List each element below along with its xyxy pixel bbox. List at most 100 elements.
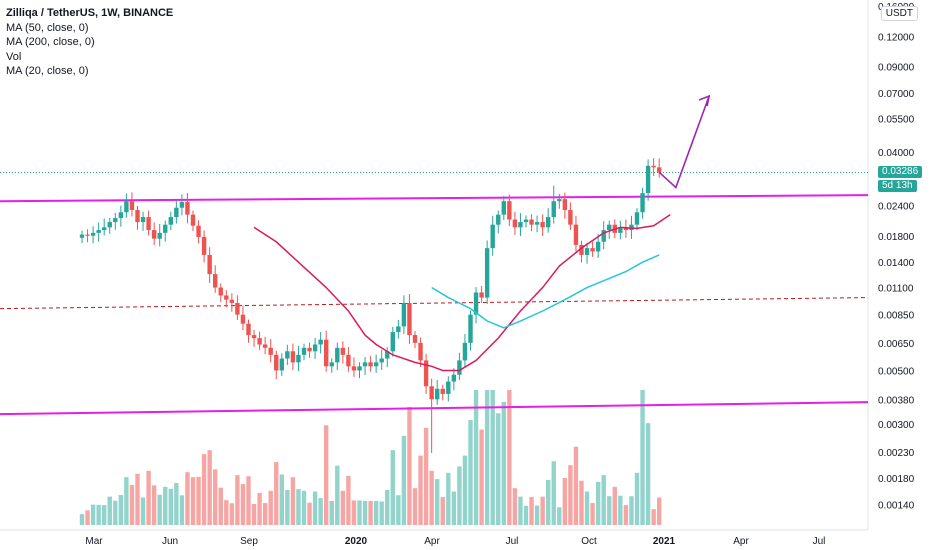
volume-bar bbox=[224, 500, 229, 525]
candle-body bbox=[318, 339, 323, 345]
volume-bar bbox=[540, 496, 545, 525]
volume-bar bbox=[129, 484, 135, 525]
candle-body bbox=[307, 347, 312, 352]
legend-ma20[interactable]: MA (20, close, 0) bbox=[6, 65, 89, 77]
x-tick-label: Apr bbox=[733, 536, 749, 547]
y-tick-label: 0.00300 bbox=[878, 420, 915, 431]
y-tick-label: 0.01400 bbox=[878, 258, 915, 269]
volume-bar bbox=[551, 461, 556, 525]
y-tick-label: 0.00230 bbox=[878, 448, 915, 459]
candle-body bbox=[102, 227, 107, 231]
volume-bar bbox=[201, 454, 207, 525]
forecast-arrow-head bbox=[698, 94, 711, 107]
x-tick-label: Oct bbox=[581, 536, 597, 547]
candle-body bbox=[196, 225, 201, 237]
volume-bar bbox=[590, 503, 595, 525]
candle-body bbox=[257, 338, 262, 345]
candle-body bbox=[246, 323, 251, 336]
volume-bar bbox=[96, 504, 101, 525]
volume-bar bbox=[640, 390, 645, 525]
volume-bar bbox=[562, 477, 568, 525]
candle-body bbox=[274, 354, 279, 371]
candle-body bbox=[484, 248, 490, 298]
candle-body bbox=[595, 241, 601, 252]
candle-body bbox=[579, 244, 584, 255]
candle-body bbox=[346, 354, 351, 367]
x-tick-label: Sep bbox=[240, 536, 258, 547]
candle-body bbox=[351, 366, 357, 371]
currency-unit-button[interactable]: USDT bbox=[880, 6, 918, 21]
y-tick-label: 0.01100 bbox=[878, 284, 914, 295]
y-tick-label: 0.00850 bbox=[878, 311, 915, 322]
candle-body bbox=[590, 248, 595, 252]
volume-bar bbox=[268, 490, 273, 525]
candle-body bbox=[462, 342, 468, 361]
candle-body bbox=[390, 332, 395, 352]
candle-body bbox=[207, 254, 212, 275]
volume-bar bbox=[446, 472, 451, 525]
x-tick-label: Jun bbox=[162, 536, 178, 547]
candle-body bbox=[657, 167, 662, 173]
candle-body bbox=[651, 165, 656, 168]
volume-bar bbox=[462, 455, 468, 525]
volume-bar bbox=[435, 479, 440, 525]
candle-body bbox=[512, 219, 518, 228]
candle-body bbox=[174, 207, 179, 218]
volume-bar bbox=[440, 497, 445, 525]
candle-body bbox=[124, 201, 129, 213]
x-tick-label: Jul bbox=[813, 536, 826, 547]
volume-bar bbox=[340, 490, 346, 525]
candle-body bbox=[534, 222, 540, 225]
forecast-arrow-line bbox=[658, 95, 710, 189]
volume-bar bbox=[373, 500, 379, 525]
candle-body bbox=[479, 292, 484, 298]
candle-body bbox=[385, 351, 390, 359]
volume-bar bbox=[113, 500, 118, 525]
volume-bar bbox=[523, 505, 529, 525]
candle-body bbox=[218, 287, 223, 296]
candle-body bbox=[301, 347, 307, 355]
candle-body bbox=[340, 347, 346, 355]
volume-bar bbox=[318, 498, 323, 525]
y-tick-label: 0.00140 bbox=[878, 500, 915, 511]
candle-body bbox=[329, 362, 334, 367]
volume-bar bbox=[207, 450, 212, 525]
candle-body bbox=[213, 274, 218, 288]
candle-body bbox=[546, 217, 551, 228]
volume-bar bbox=[457, 466, 462, 525]
y-tick-label: 0.02400 bbox=[878, 201, 915, 212]
candle-body bbox=[262, 344, 268, 348]
volume-bar bbox=[285, 489, 290, 525]
volume-bar bbox=[262, 503, 268, 525]
volume-bar bbox=[351, 500, 357, 525]
candle-body bbox=[146, 217, 151, 231]
candle-body bbox=[90, 232, 96, 236]
volume-bar bbox=[246, 476, 251, 525]
candle-body bbox=[446, 381, 451, 394]
candle-body bbox=[623, 227, 629, 231]
candle-body bbox=[79, 234, 85, 238]
volume-bar bbox=[335, 465, 340, 525]
candle-body bbox=[107, 222, 112, 228]
candle-body bbox=[429, 386, 434, 400]
candle-body bbox=[151, 230, 157, 239]
candle-body bbox=[496, 214, 501, 225]
legend-vol[interactable]: Vol bbox=[6, 50, 22, 63]
volume-bar bbox=[584, 491, 590, 525]
candle-body bbox=[473, 292, 479, 315]
volume-bar bbox=[429, 470, 434, 525]
y-tick-label: 0.00650 bbox=[878, 339, 915, 350]
volume-bar bbox=[240, 484, 246, 525]
candle-body bbox=[140, 217, 146, 223]
candle-body bbox=[113, 218, 118, 223]
legend-ma50[interactable]: MA (50, close, 0) bbox=[6, 21, 89, 34]
x-tick-label: 2021 bbox=[653, 536, 676, 547]
volume-bar bbox=[168, 488, 173, 525]
legend-ma200[interactable]: MA (200, close, 0) bbox=[6, 36, 95, 48]
volume-bar bbox=[368, 500, 373, 525]
candle-body bbox=[457, 360, 462, 375]
chart-legend: Zilliqa / TetherUS, 1W, BINANCE MA (50, … bbox=[6, 6, 173, 79]
volume-bar bbox=[274, 462, 279, 525]
candle-body bbox=[640, 193, 645, 213]
